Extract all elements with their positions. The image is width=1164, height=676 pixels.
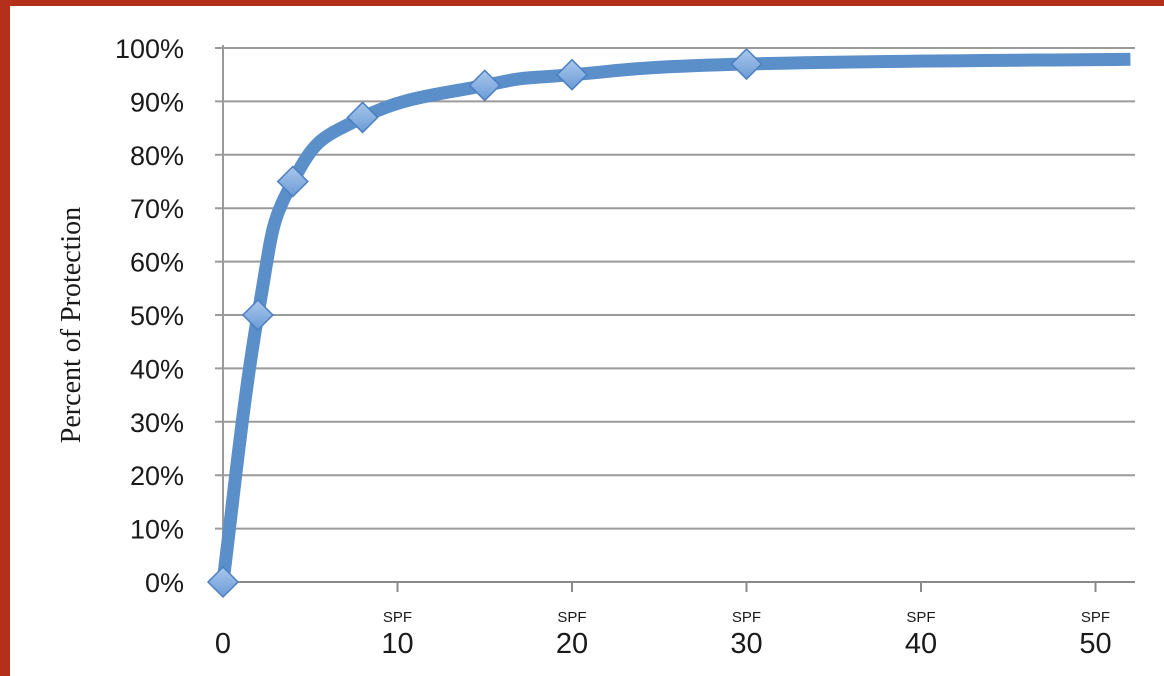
y-tick-label: 60% bbox=[130, 248, 184, 278]
y-axis-label: Percent of Protection bbox=[56, 207, 87, 443]
x-tick-label: 30 bbox=[730, 628, 762, 660]
y-tick-labels: 0% 10% 20% 30% 40% 50% 60% 70% 80% 90% 100% bbox=[115, 34, 184, 598]
y-tick-label: 100% bbox=[115, 34, 184, 64]
x-tick-prefix: SPF bbox=[1081, 609, 1110, 626]
slide-left-border bbox=[0, 0, 10, 676]
series-line bbox=[216, 52, 1131, 583]
series-markers bbox=[206, 47, 763, 599]
data-point-marker bbox=[346, 101, 379, 134]
y-tick-label: 50% bbox=[130, 301, 184, 331]
x-tick-label: 50 bbox=[1079, 628, 1111, 660]
x-tick-prefix: SPF bbox=[732, 609, 761, 626]
slide-top-border bbox=[0, 0, 1164, 6]
y-tick-label: 30% bbox=[130, 408, 184, 438]
x-tick-labels: 0 SPF 10 SPF 20 SPF 30 SPF 40 SPF 50 bbox=[215, 609, 1112, 660]
x-tick-label: 20 bbox=[556, 628, 588, 660]
y-tick-label: 40% bbox=[130, 354, 184, 384]
y-tick-label: 80% bbox=[130, 141, 184, 171]
gridlines bbox=[215, 47, 1135, 530]
data-point-marker bbox=[276, 165, 309, 198]
y-tick-label: 70% bbox=[130, 194, 184, 224]
y-tick-label: 90% bbox=[130, 87, 184, 117]
data-point-marker bbox=[555, 58, 589, 91]
y-tick-label: 20% bbox=[130, 461, 184, 491]
y-tick-label: 10% bbox=[130, 515, 184, 545]
y-tick-label: 0% bbox=[145, 568, 184, 598]
x-tick-prefix: SPF bbox=[383, 609, 412, 626]
x-tick-prefix: SPF bbox=[557, 609, 586, 626]
x-tick-prefix: SPF bbox=[906, 609, 935, 626]
data-point-marker bbox=[241, 298, 274, 332]
series-line-layer bbox=[216, 52, 1131, 583]
axes bbox=[215, 45, 1135, 592]
data-point-marker bbox=[206, 565, 240, 599]
x-tick-label: 40 bbox=[905, 628, 937, 660]
data-point-marker bbox=[730, 47, 763, 81]
x-tick-label: 0 bbox=[215, 628, 231, 660]
data-point-marker bbox=[468, 69, 501, 102]
x-tick-label: 10 bbox=[381, 628, 413, 660]
